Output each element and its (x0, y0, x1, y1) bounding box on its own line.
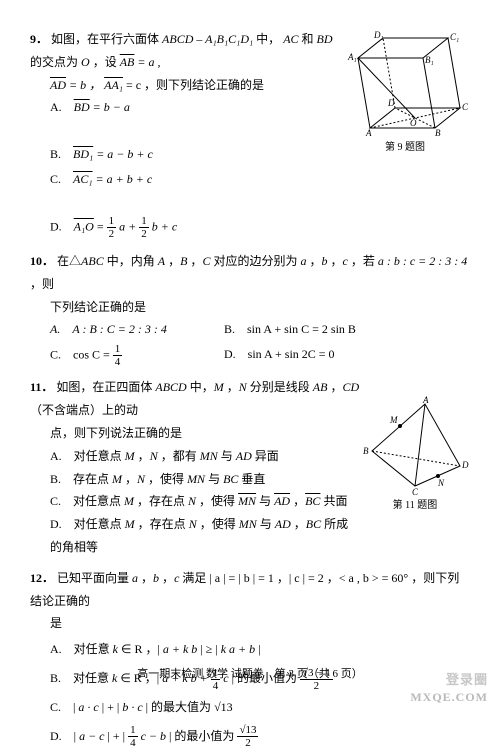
question-12: 12． 已知平面向量 a ，b ，c 满足 | a | = | b | = 1 … (30, 567, 470, 750)
q12-number: 12． (30, 571, 54, 585)
q9-opt-b: B. BD₁ = a − b + c (50, 143, 200, 166)
page-footer: 高一期末检测 数学 试题卷 第 3 页（共 6 页） (0, 664, 500, 685)
q10-options: A. A : B : C = 2 : 3 : 4 B. sin A + sin … (30, 318, 470, 368)
watermark-bottom: MXQE.COM (410, 686, 488, 709)
svg-text:C₁: C₁ (450, 32, 459, 42)
q11-opt-d: D. 对任意点 M ，存在点 N ，使得 MN 与 AD ，BC 所成的角相等 (50, 513, 360, 559)
q9-opt-c: C. AC₁ = a + b + c (50, 168, 200, 191)
q11-figure: A B C D M N 第 11 题图 (360, 396, 470, 558)
q10-opt-d: D. sin A + sin 2C = 0 (224, 343, 374, 368)
svg-text:O: O (410, 118, 417, 128)
question-9: 9． 如图，在平行六面体 ABCD – A₁B₁C₁D₁ 中， AC 和 BD … (30, 28, 470, 242)
q11-opt-c: C. 对任意点 M ，存在点 N ，使得 MN 与 AD ，BC 共面 (50, 490, 360, 513)
svg-text:N: N (437, 478, 445, 488)
svg-text:A₁: A₁ (347, 52, 357, 62)
svg-text:D: D (387, 98, 395, 108)
q11-fig-label: 第 11 题图 (360, 496, 470, 515)
q9-options: A. BD = b − a B. BD₁ = a − b + c C. AC₁ … (30, 96, 340, 240)
q9-opt-d: D. A₁O = 12 a + 12 b + c (50, 215, 200, 240)
q10-opt-b: B. sin A + sin C = 2 sin B (224, 318, 374, 341)
svg-text:D₁: D₁ (373, 30, 384, 40)
q9-number: 9． (30, 32, 48, 46)
q12-opt-c: C. | a · c | + | b · c | 的最大值为 √13 (50, 693, 470, 722)
svg-text:B₁: B₁ (425, 55, 434, 65)
q9-opt-a: A. BD = b − a (50, 96, 200, 119)
svg-text:M: M (389, 415, 398, 425)
question-11: 11． 如图，在正四面体 ABCD 中，M ，N 分别是线段 AB ，CD （不… (30, 376, 470, 558)
q11-opt-b: B. 存在点 M ，N ，使得 MN 与 BC 垂直 (50, 468, 360, 491)
svg-text:D: D (461, 460, 469, 470)
svg-text:B: B (363, 446, 369, 456)
q9-stem-text: 如图，在平行六面体 (51, 32, 162, 46)
q10-number: 10． (30, 254, 54, 268)
q9-fig-label: 第 9 题图 (340, 138, 470, 157)
q11-options: A. 对任意点 M ，N ，都有 MN 与 AD 异面 B. 存在点 M ，N … (30, 445, 360, 559)
q11-opt-a: A. 对任意点 M ，N ，都有 MN 与 AD 异面 (50, 445, 360, 468)
q10-opt-c: C. cos C = 14 (50, 343, 200, 368)
svg-text:A: A (422, 396, 429, 405)
q10-opt-a: A. A : B : C = 2 : 3 : 4 (50, 318, 200, 341)
svg-text:C: C (412, 487, 419, 496)
svg-text:C: C (462, 102, 469, 112)
question-10: 10． 在△ABC 中，内角 A ，B ，C 对应的边分别为 a ，b ，c ，… (30, 250, 470, 368)
q12-options: A. 对任意 k ∈ R ，| a + k b | ≥ | k a + b | … (30, 635, 470, 750)
q12-opt-d: D. | a − c | + | 14 c − b | 的最小值为 √132 (50, 722, 470, 750)
q12-opt-a: A. 对任意 k ∈ R ，| a + k b | ≥ | k a + b | (50, 635, 470, 664)
q9-body1: ABCD – A₁B₁C₁D₁ (162, 32, 253, 46)
q11-number: 11． (30, 380, 53, 394)
q9-figure: A B C D A₁ B₁ C₁ D₁ O 第 9 题图 (340, 28, 470, 242)
svg-text:A: A (365, 128, 372, 138)
svg-text:B: B (435, 128, 441, 138)
